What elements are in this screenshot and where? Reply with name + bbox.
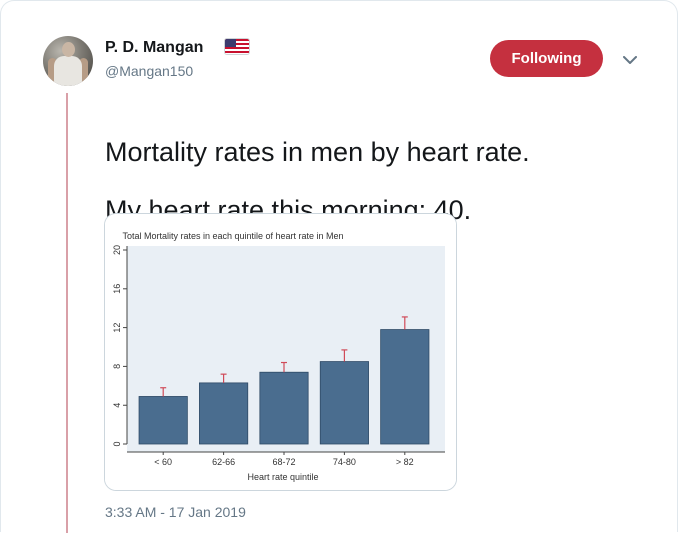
y-tick-label: 0 — [112, 441, 122, 446]
author-name[interactable]: P. D. Mangan — [105, 39, 204, 56]
y-tick-label: 16 — [112, 284, 122, 294]
x-tick-label: > 82 — [396, 457, 414, 467]
bar — [138, 396, 188, 445]
x-tick-label: 62-66 — [212, 457, 235, 467]
thread-line — [66, 93, 68, 533]
chart-title: Total Mortality rates in each quintile o… — [122, 231, 343, 241]
x-tick-label: 74-80 — [333, 457, 356, 467]
tweet-text-line1: Mortality rates in men by heart rate. — [105, 137, 530, 167]
avatar[interactable] — [43, 36, 93, 86]
tweet-media-chart[interactable]: Total Mortality rates in each quintile o… — [104, 213, 457, 491]
x-tick-label: < 60 — [154, 457, 172, 467]
y-tick-label: 4 — [112, 403, 122, 408]
y-tick-label: 12 — [112, 323, 122, 333]
chevron-down-icon[interactable] — [621, 53, 639, 67]
following-button[interactable]: Following — [490, 40, 603, 77]
bar — [319, 361, 369, 445]
x-tick-label: 68-72 — [272, 457, 295, 467]
bar — [380, 329, 430, 445]
author-handle[interactable]: @Mangan150 — [105, 63, 194, 79]
bar — [199, 382, 249, 445]
y-tick-label: 20 — [112, 245, 122, 255]
mortality-chart: Total Mortality rates in each quintile o… — [105, 214, 456, 490]
bar — [259, 371, 309, 445]
timestamp[interactable]: 3:33 AM - 17 Jan 2019 — [105, 504, 246, 520]
us-flag-icon — [225, 39, 249, 54]
y-tick-label: 8 — [112, 364, 122, 369]
x-axis-label: Heart rate quintile — [247, 472, 318, 482]
